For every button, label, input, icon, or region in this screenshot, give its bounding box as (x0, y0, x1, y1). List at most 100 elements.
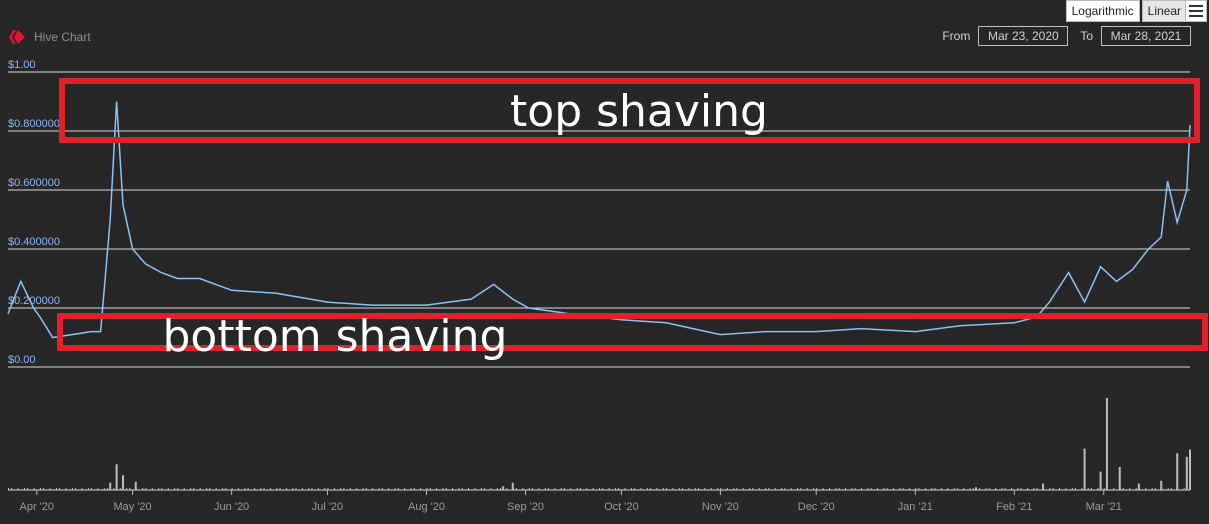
volume-bar (1176, 453, 1179, 490)
volume-bar (222, 488, 224, 490)
volume-bar (599, 488, 600, 490)
volume-bar (65, 488, 67, 490)
volume-bar (892, 488, 894, 490)
volume-bar (784, 488, 786, 490)
volume-bar (624, 488, 626, 490)
volume-bar (969, 488, 971, 490)
volume-bar (1020, 488, 1022, 490)
volume-bar (554, 488, 556, 490)
volume-bar (1145, 488, 1147, 490)
hamburger-menu-icon[interactable] (1185, 0, 1207, 22)
volume-bar (452, 488, 454, 490)
volume-bar (1090, 488, 1092, 490)
y-tick-label: $0.200000 (8, 295, 60, 307)
volume-bar (33, 488, 35, 490)
linear-button[interactable]: Linear (1141, 0, 1187, 22)
volume-bar (511, 482, 514, 490)
volume-bar (253, 488, 255, 490)
volume-bar (8, 488, 9, 490)
volume-bar (579, 488, 581, 490)
volume-bar (193, 488, 195, 490)
volume-bar (388, 488, 390, 490)
y-tick-label: $0.400000 (8, 236, 60, 248)
volume-bar (502, 486, 505, 490)
from-date-input[interactable] (978, 26, 1069, 46)
volume-bar (109, 482, 112, 490)
volume-bar (17, 488, 19, 490)
volume-bar (292, 488, 294, 490)
volume-bar (1122, 488, 1124, 490)
volume-bar (1118, 467, 1121, 490)
y-tick-label: $0.00 (8, 354, 36, 366)
volume-bar (618, 488, 620, 490)
volume-bar (285, 488, 287, 490)
y-tick-label: $0.600000 (8, 177, 60, 189)
volume-bar (742, 488, 744, 490)
volume-bar (870, 488, 872, 490)
volume-bar (522, 488, 524, 490)
volume-bar (717, 488, 719, 490)
volume-bar (829, 488, 831, 490)
volume-bar (103, 488, 105, 490)
volume-bar (308, 488, 310, 490)
volume-bar (682, 488, 684, 490)
volume-bar (1161, 488, 1163, 490)
volume-bar (151, 488, 153, 490)
volume-bar (630, 488, 632, 490)
volume-bar (1049, 488, 1051, 490)
volume-bar (134, 481, 137, 490)
volume-bar (765, 488, 767, 490)
volume-bar (260, 488, 262, 490)
volume-bar (899, 488, 901, 490)
volume-bar (324, 488, 326, 490)
volume-bar (362, 488, 364, 490)
volume-bar (1099, 471, 1102, 490)
x-tick-label: Feb '21 (996, 501, 1032, 513)
bottom-shaving-label: bottom shaving (163, 311, 508, 362)
volume-bar (126, 488, 128, 490)
volume-bar (119, 488, 121, 490)
bottom-shaving-box (57, 313, 1208, 351)
volume-bar (1189, 449, 1191, 490)
volume-bar (426, 488, 428, 490)
volume-bar (662, 488, 664, 490)
volume-bar (167, 488, 169, 490)
volume-bar (11, 488, 13, 490)
volume-bar (1154, 488, 1156, 490)
volume-bar (183, 488, 185, 490)
volume-bar (908, 488, 910, 490)
volume-bar (1052, 488, 1054, 490)
volume-bar (349, 488, 351, 490)
volume-bar (295, 488, 297, 490)
volume-bar (71, 488, 73, 490)
volume-bar (726, 488, 728, 490)
volume-bar (1087, 488, 1089, 490)
volume-bar (81, 488, 83, 490)
volume-bar (704, 488, 706, 490)
volume-bar (269, 488, 271, 490)
volume-bar (563, 488, 565, 490)
volume-bar (634, 488, 636, 490)
volume-bar (1059, 488, 1061, 490)
volume-bar (311, 488, 313, 490)
x-tick-label: Jun '20 (214, 501, 249, 513)
to-label: To (1080, 29, 1093, 43)
volume-bar (1177, 488, 1179, 490)
volume-bar (1119, 488, 1121, 490)
volume-bar (963, 488, 965, 490)
volume-bar (87, 488, 89, 490)
volume-bar (876, 488, 878, 490)
volume-bar (1036, 488, 1038, 490)
volume-bar (576, 488, 578, 490)
to-date-input[interactable] (1101, 26, 1191, 46)
volume-bar (774, 488, 776, 490)
brand-title: Hive Chart (34, 30, 91, 44)
volume-bar (688, 488, 690, 490)
volume-bar (1113, 488, 1115, 490)
volume-bar (59, 488, 61, 490)
logarithmic-button[interactable]: Logarithmic (1065, 0, 1140, 22)
volume-bar (206, 488, 208, 490)
from-label: From (942, 29, 971, 43)
volume-bar (1105, 398, 1108, 490)
top-shaving-box (59, 78, 1200, 143)
